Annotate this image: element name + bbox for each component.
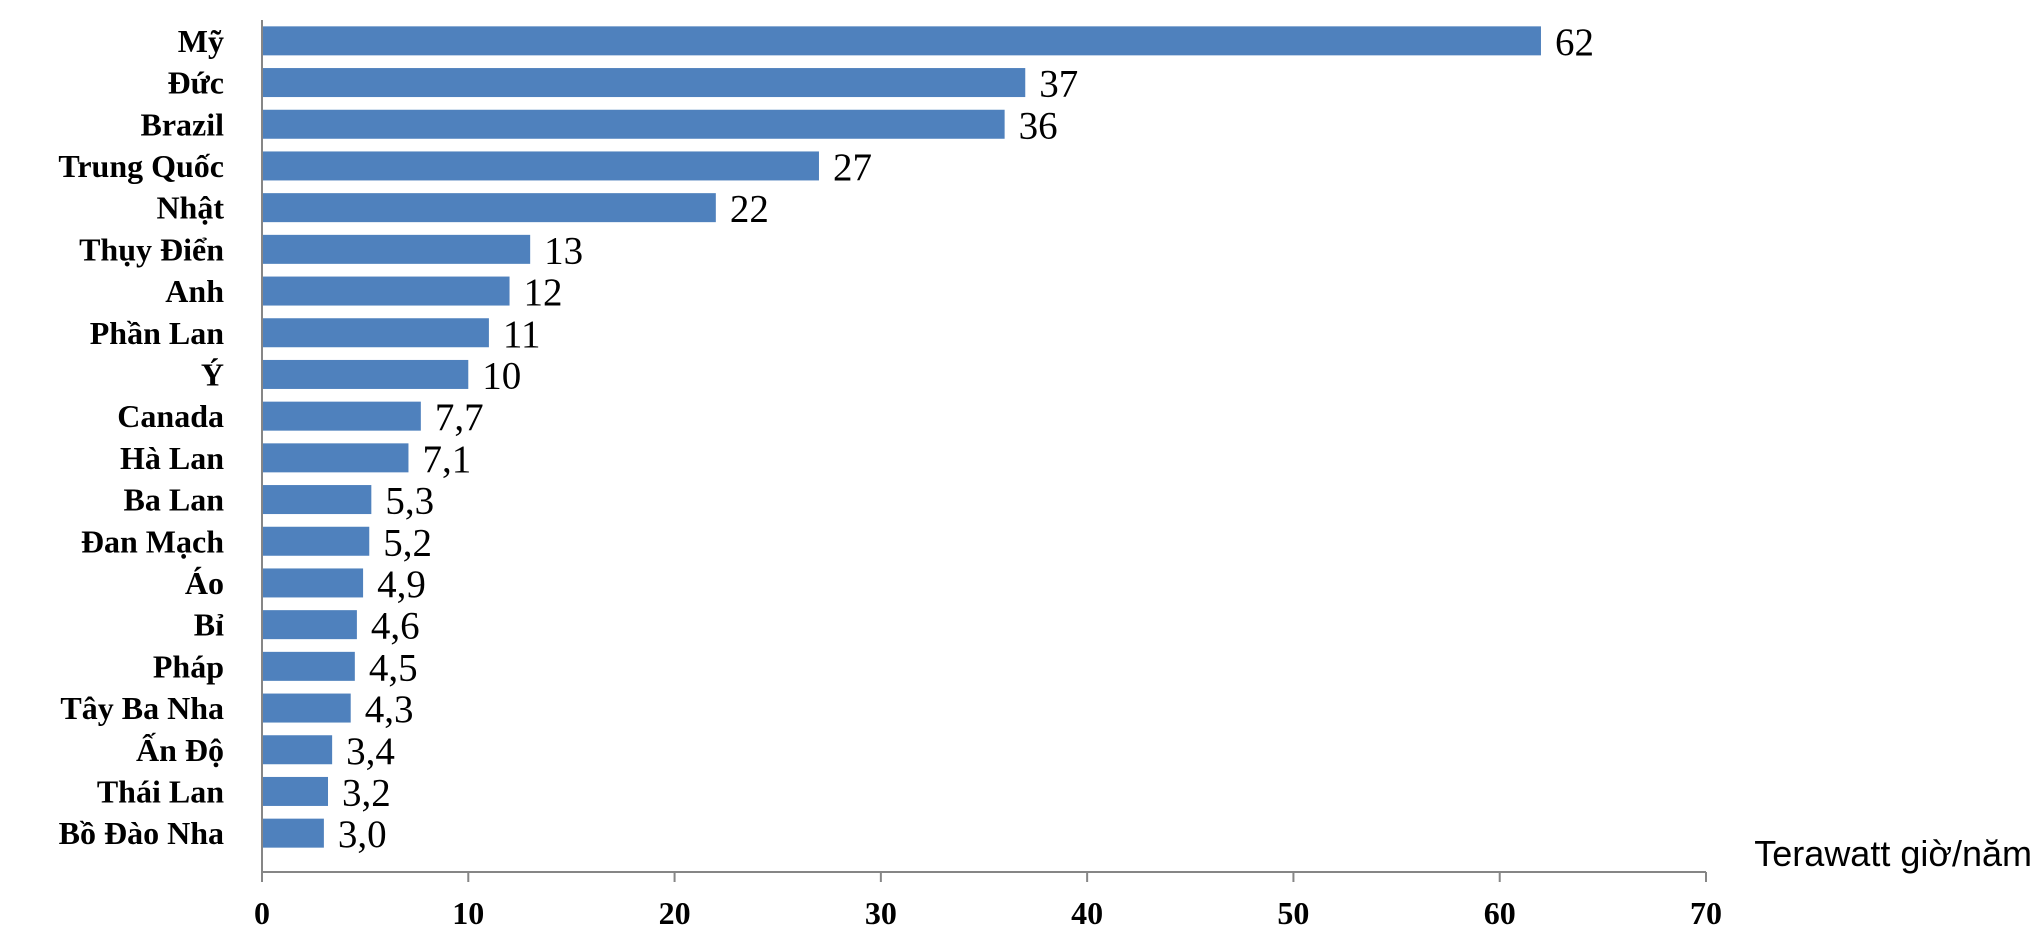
data-label: 10 [482,354,521,397]
category-label: Nhật [156,190,224,226]
category-labels: Mỹ Đức Brazil Trung Quốc Nhật Thụy Điển Anh Phầ… [58,23,224,851]
category-label: Ấn Độ [136,732,224,768]
category-label: Bỉ [194,607,224,643]
data-label: 22 [730,188,769,231]
bar [262,193,716,223]
bar [262,68,1026,98]
bar [262,26,1541,56]
x-axis-tick-labels: 0 10 20 30 40 50 60 70 [254,895,1722,931]
x-tick-label: 0 [254,895,270,931]
data-label: 5,3 [385,480,434,523]
category-label: Thụy Điển [79,231,224,267]
bar [262,818,324,848]
category-label: Canada [117,398,224,434]
data-label: 3,4 [346,730,395,773]
category-label: Áo [185,565,224,601]
bar [262,276,510,306]
data-label: 12 [524,271,563,314]
bar [262,610,357,640]
category-label: Mỹ [178,23,224,59]
bar [262,109,1005,139]
bar [262,651,355,681]
x-axis-ticks [261,872,1707,882]
x-axis-title: Terawatt giờ/năm [1754,833,2032,874]
x-tick-label: 50 [1277,895,1309,931]
data-label: 13 [544,229,583,272]
category-label: Hà Lan [120,440,224,476]
x-tick-label: 30 [865,895,897,931]
data-label: 5,2 [383,521,432,564]
bar [262,485,372,515]
x-tick-label: 20 [659,895,691,931]
bar [262,526,370,556]
category-label: Đan Mạch [81,523,224,559]
category-label: Ba Lan [124,482,225,518]
data-label: 36 [1019,104,1058,147]
data-label: 4,5 [369,646,418,689]
data-label: 27 [833,146,872,189]
data-label: 4,9 [377,563,426,606]
data-label: 7,7 [435,396,484,439]
category-label: Trung Quốc [58,148,224,184]
bars-group [262,26,1541,848]
data-label: 4,3 [365,688,414,731]
data-label: 7,1 [422,438,471,481]
bar [262,151,819,181]
bar [262,776,329,806]
bar [262,443,409,473]
x-tick-label: 70 [1690,895,1722,931]
data-label: 11 [503,313,541,356]
category-label: Phần Lan [90,315,224,351]
category-label: Đức [167,65,224,101]
category-label: Thái Lan [97,773,224,809]
data-label: 3,2 [342,771,391,814]
data-label: 37 [1039,63,1078,106]
bar [262,359,469,389]
x-tick-label: 10 [452,895,484,931]
bar [262,568,364,598]
data-label: 4,6 [371,605,420,648]
category-label: Anh [165,273,224,309]
data-label: 62 [1555,21,1594,64]
bar [262,318,489,348]
bar [262,735,333,765]
x-tick-label: 40 [1071,895,1103,931]
bar [262,693,351,723]
category-label: Brazil [140,106,224,142]
category-label: Tây Ba Nha [60,690,224,726]
bar [262,234,531,264]
x-tick-label: 60 [1484,895,1516,931]
data-label: 3,0 [338,813,387,856]
category-label: Bồ Đào Nha [59,815,224,851]
bar [262,401,421,431]
category-label: Ý [201,356,224,392]
category-label: Pháp [153,648,224,684]
